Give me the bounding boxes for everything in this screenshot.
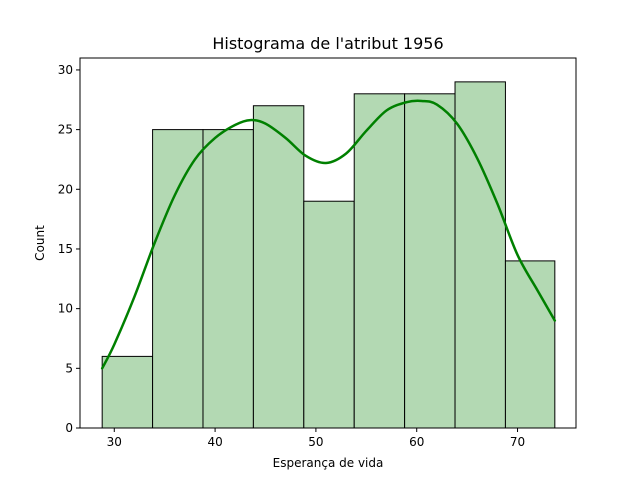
histogram-bar — [152, 129, 204, 429]
x-axis-label: Esperança de vida — [273, 456, 384, 470]
histogram-bar — [404, 93, 456, 429]
x-axis: 30 40 50 60 70 — [107, 428, 525, 449]
histogram-bar — [454, 81, 506, 429]
y-tick-label: 20 — [58, 182, 73, 196]
y-tick-label: 5 — [65, 361, 73, 375]
y-tick-label: 30 — [58, 63, 73, 77]
histogram-bar — [504, 260, 556, 429]
y-tick-label: 25 — [58, 123, 73, 137]
y-tick-label: 15 — [58, 242, 73, 256]
y-tick-label: 0 — [65, 421, 73, 435]
histogram-bar — [101, 355, 154, 429]
x-tick-label: 40 — [207, 435, 222, 449]
x-tick-label: 70 — [510, 435, 525, 449]
x-tick-label: 50 — [308, 435, 323, 449]
plot-frame — [79, 57, 577, 429]
histogram-bar — [252, 105, 305, 429]
x-tick-label: 30 — [107, 435, 122, 449]
histogram-bar — [353, 93, 406, 429]
bars-group — [101, 81, 556, 429]
y-axis: 0 5 10 15 20 25 30 — [58, 63, 80, 435]
x-tick-label: 60 — [409, 435, 424, 449]
histogram-bar — [303, 200, 355, 429]
histogram-bar — [202, 129, 254, 429]
kde-line — [100, 99, 557, 370]
chart-title: Histograma de l'atribut 1956 — [212, 34, 443, 53]
y-axis-label: Count — [33, 225, 47, 261]
y-tick-label: 10 — [58, 302, 73, 316]
